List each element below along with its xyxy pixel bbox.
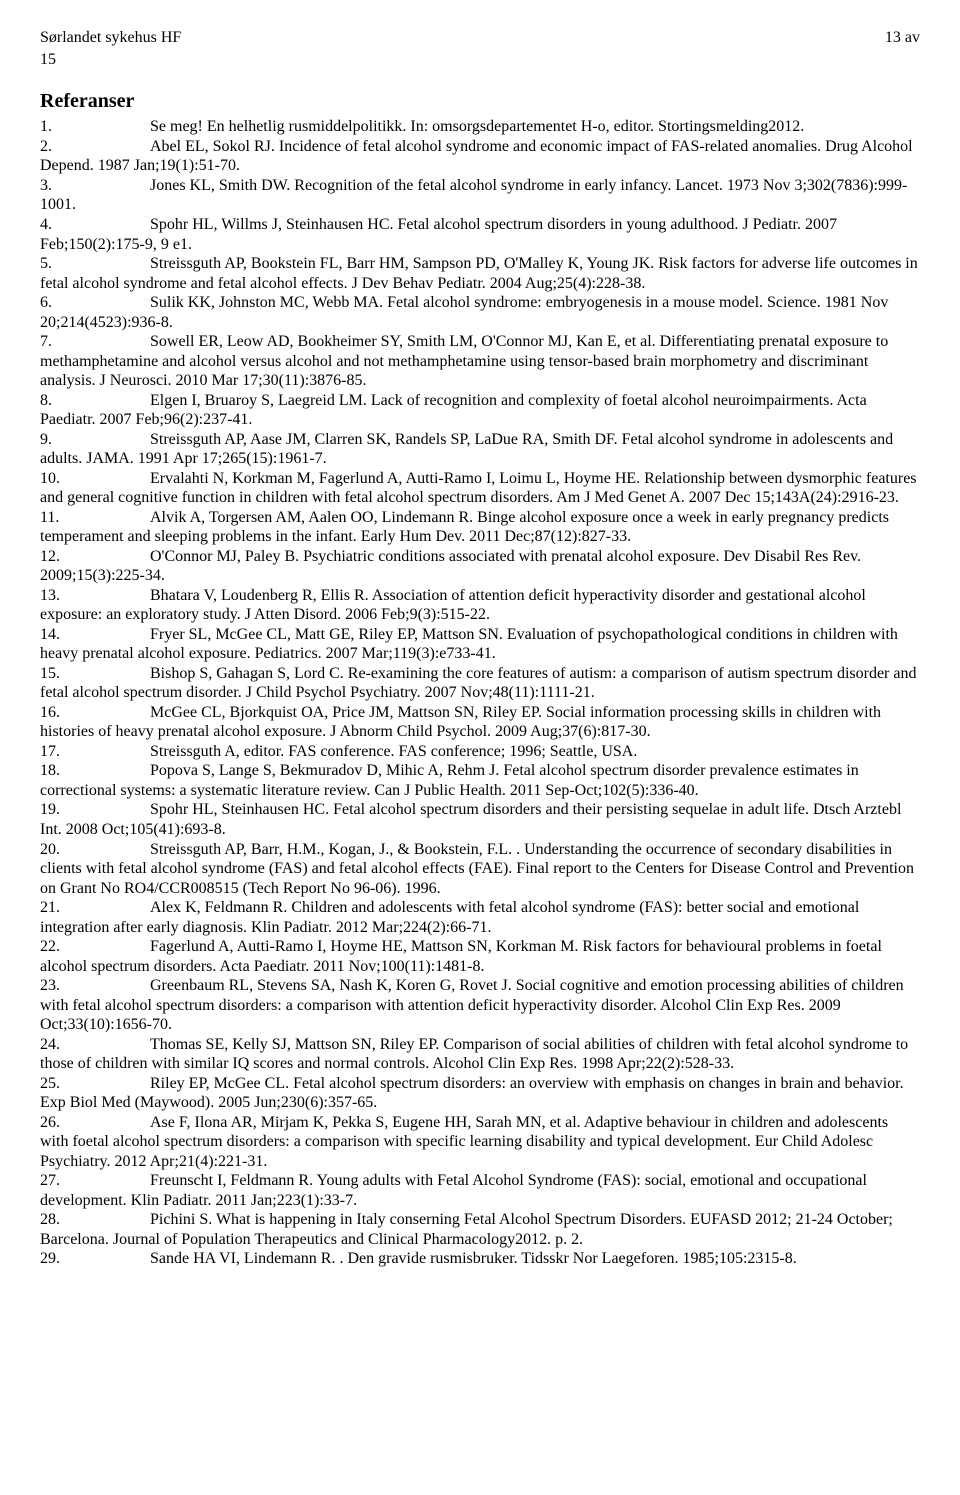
reference-number: 17. (40, 742, 68, 762)
reference-number: 4. (40, 215, 68, 235)
reference-text: Sande HA VI, Lindemann R. . Den gravide … (150, 1250, 797, 1267)
reference-item: 19.Spohr HL, Steinhausen HC. Fetal alcoh… (40, 800, 920, 839)
reference-item: 5.Streissguth AP, Bookstein FL, Barr HM,… (40, 254, 920, 293)
reference-item: 29. Sande HA VI, Lindemann R. . Den gravi… (40, 1249, 920, 1269)
reference-item: 14.Fryer SL, McGee CL, Matt GE, Riley EP… (40, 625, 920, 664)
reference-text: Fagerlund A, Autti-Ramo I, Hoyme HE, Mat… (40, 938, 882, 975)
reference-text: Se meg! En helhetlig rusmiddelpolitikk. … (150, 118, 804, 135)
reference-item: 11.Alvik A, Torgersen AM, Aalen OO, Lind… (40, 508, 920, 547)
reference-number: 18. (40, 761, 68, 781)
reference-number: 1. (40, 117, 68, 137)
reference-number: 11. (40, 508, 68, 528)
reference-number: 25. (40, 1074, 68, 1094)
reference-number: 7. (40, 332, 68, 352)
reference-text: Riley EP, McGee CL. Fetal alcohol spectr… (40, 1075, 904, 1112)
reference-number: 29. (40, 1249, 68, 1269)
reference-number: 26. (40, 1113, 68, 1133)
reference-text: Spohr HL, Willms J, Steinhausen HC. Feta… (40, 216, 837, 253)
reference-text: Abel EL, Sokol RJ. Incidence of fetal al… (40, 138, 913, 175)
reference-text: O'Connor MJ, Paley B. Psychiatric condit… (40, 548, 861, 585)
reference-text: Alex K, Feldmann R. Children and adolesc… (40, 899, 859, 936)
reference-item: 20.Streissguth AP, Barr, H.M., Kogan, J.… (40, 840, 920, 899)
reference-number: 9. (40, 430, 68, 450)
reference-item: 25.Riley EP, McGee CL. Fetal alcohol spe… (40, 1074, 920, 1113)
reference-number: 8. (40, 391, 68, 411)
reference-number: 14. (40, 625, 68, 645)
reference-number: 24. (40, 1035, 68, 1055)
reference-text: McGee CL, Bjorkquist OA, Price JM, Matts… (40, 704, 881, 741)
reference-item: 27.Freunscht I, Feldmann R. Young adults… (40, 1171, 920, 1210)
reference-text: Ase F, Ilona AR, Mirjam K, Pekka S, Euge… (40, 1114, 888, 1170)
reference-number: 27. (40, 1171, 68, 1191)
reference-item: 10.Ervalahti N, Korkman M, Fagerlund A, … (40, 469, 920, 508)
reference-text: Fryer SL, McGee CL, Matt GE, Riley EP, M… (40, 626, 898, 663)
reference-number: 10. (40, 469, 68, 489)
reference-text: Freunscht I, Feldmann R. Young adults wi… (40, 1172, 867, 1209)
reference-item: 6.Sulik KK, Johnston MC, Webb MA. Fetal … (40, 293, 920, 332)
reference-text: Sulik KK, Johnston MC, Webb MA. Fetal al… (40, 294, 888, 331)
reference-number: 3. (40, 176, 68, 196)
reference-number: 5. (40, 254, 68, 274)
reference-item: 28.Pichini S. What is happening in Italy… (40, 1210, 920, 1249)
reference-item: 2.Abel EL, Sokol RJ. Incidence of fetal … (40, 137, 920, 176)
reference-number: 28. (40, 1210, 68, 1230)
reference-item: 1. Se meg! En helhetlig rusmiddelpolitikk… (40, 117, 920, 137)
reference-text: Streissguth AP, Aase JM, Clarren SK, Ran… (40, 431, 893, 468)
page-header: Sørlandet sykehus HF 13 av (40, 28, 920, 48)
reference-item: 23.Greenbaum RL, Stevens SA, Nash K, Kor… (40, 976, 920, 1035)
reference-number: 21. (40, 898, 68, 918)
reference-number: 20. (40, 840, 68, 860)
reference-item: 18.Popova S, Lange S, Bekmuradov D, Mihi… (40, 761, 920, 800)
reference-item: 22.Fagerlund A, Autti-Ramo I, Hoyme HE, … (40, 937, 920, 976)
reference-item: 13.Bhatara V, Loudenberg R, Ellis R. Ass… (40, 586, 920, 625)
reference-text: Bishop S, Gahagan S, Lord C. Re-examinin… (40, 665, 916, 702)
reference-item: 3.Jones KL, Smith DW. Recognition of the… (40, 176, 920, 215)
reference-item: 17. Streissguth A, editor. FAS conference… (40, 742, 920, 762)
reference-text: Popova S, Lange S, Bekmuradov D, Mihic A… (40, 762, 859, 799)
reference-number: 6. (40, 293, 68, 313)
reference-text: Ervalahti N, Korkman M, Fagerlund A, Aut… (40, 470, 917, 507)
reference-number: 22. (40, 937, 68, 957)
reference-number: 16. (40, 703, 68, 723)
header-page-indicator: 13 av (885, 28, 920, 48)
reference-text: Streissguth AP, Bookstein FL, Barr HM, S… (40, 255, 918, 292)
reference-text: Sowell ER, Leow AD, Bookheimer SY, Smith… (40, 333, 888, 389)
reference-number: 2. (40, 137, 68, 157)
reference-item: 7.Sowell ER, Leow AD, Bookheimer SY, Smi… (40, 332, 920, 391)
reference-item: 8.Elgen I, Bruaroy S, Laegreid LM. Lack … (40, 391, 920, 430)
reference-item: 4.Spohr HL, Willms J, Steinhausen HC. Fe… (40, 215, 920, 254)
reference-text: Jones KL, Smith DW. Recognition of the f… (40, 177, 907, 214)
reference-number: 12. (40, 547, 68, 567)
reference-item: 26.Ase F, Ilona AR, Mirjam K, Pekka S, E… (40, 1113, 920, 1172)
reference-item: 24.Thomas SE, Kelly SJ, Mattson SN, Rile… (40, 1035, 920, 1074)
reference-item: 12.O'Connor MJ, Paley B. Psychiatric con… (40, 547, 920, 586)
reference-item: 16.McGee CL, Bjorkquist OA, Price JM, Ma… (40, 703, 920, 742)
reference-text: Greenbaum RL, Stevens SA, Nash K, Koren … (40, 977, 904, 1033)
reference-text: Streissguth A, editor. FAS conference. F… (150, 743, 637, 760)
header-total-pages: 15 (40, 50, 920, 70)
reference-text: Elgen I, Bruaroy S, Laegreid LM. Lack of… (40, 392, 867, 429)
reference-item: 15.Bishop S, Gahagan S, Lord C. Re-exami… (40, 664, 920, 703)
references-list: 1. Se meg! En helhetlig rusmiddelpolitikk… (40, 117, 920, 1268)
reference-text: Thomas SE, Kelly SJ, Mattson SN, Riley E… (40, 1036, 908, 1073)
references-heading: Referanser (40, 89, 920, 113)
reference-number: 15. (40, 664, 68, 684)
reference-item: 9.Streissguth AP, Aase JM, Clarren SK, R… (40, 430, 920, 469)
reference-number: 19. (40, 800, 68, 820)
reference-text: Pichini S. What is happening in Italy co… (40, 1211, 893, 1248)
reference-text: Streissguth AP, Barr, H.M., Kogan, J., &… (40, 841, 914, 897)
reference-text: Bhatara V, Loudenberg R, Ellis R. Associ… (40, 587, 866, 624)
reference-number: 23. (40, 976, 68, 996)
reference-number: 13. (40, 586, 68, 606)
reference-text: Alvik A, Torgersen AM, Aalen OO, Lindema… (40, 509, 889, 546)
reference-text: Spohr HL, Steinhausen HC. Fetal alcohol … (40, 801, 901, 838)
header-org: Sørlandet sykehus HF (40, 28, 181, 48)
reference-item: 21.Alex K, Feldmann R. Children and adol… (40, 898, 920, 937)
